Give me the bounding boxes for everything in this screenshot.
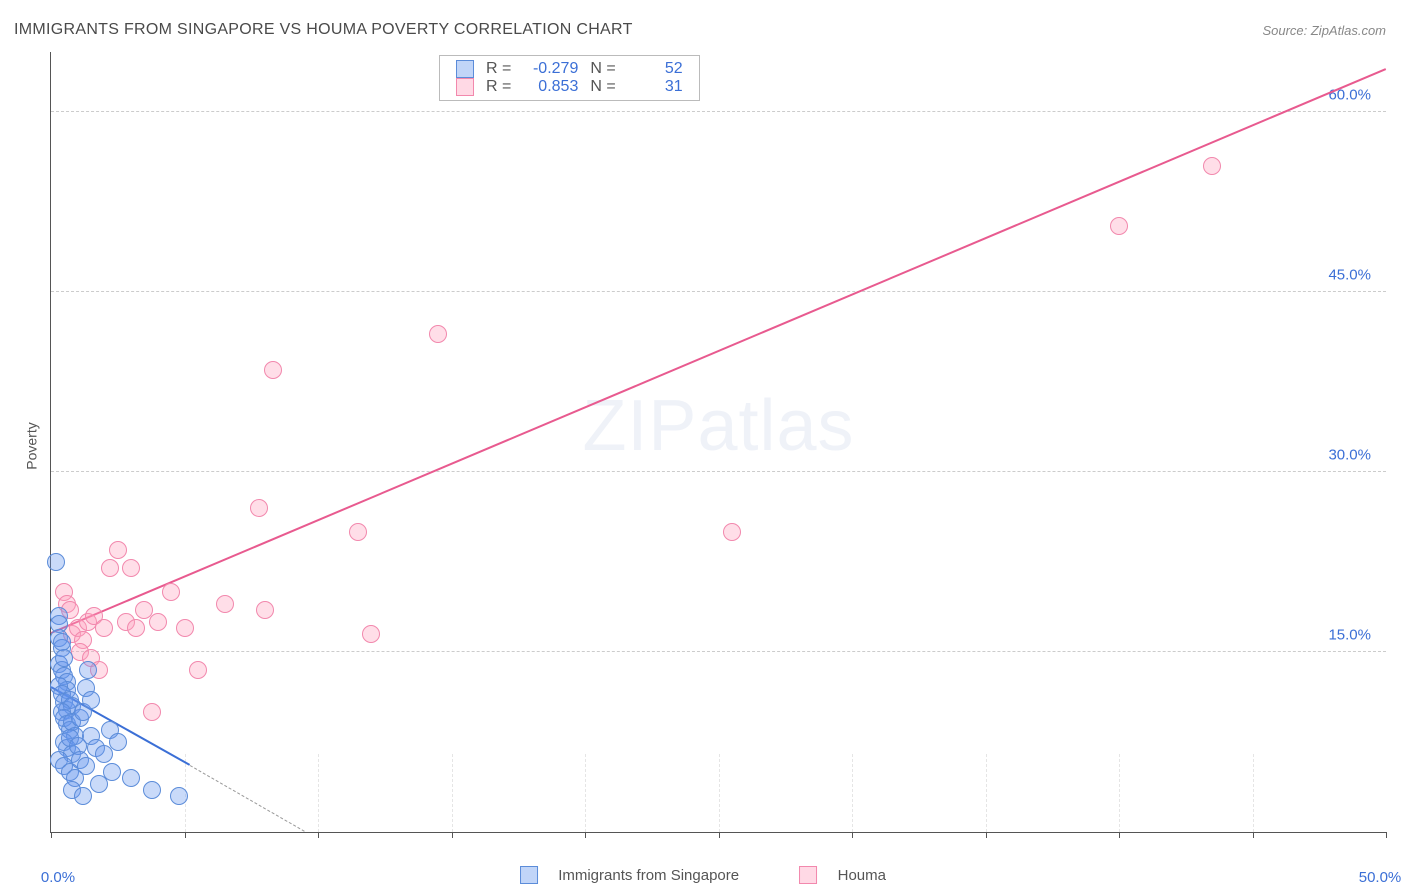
data-point [122, 769, 140, 787]
r-value-houma: 0.853 [523, 78, 578, 96]
legend-label-singapore: Immigrants from Singapore [558, 867, 739, 884]
gridline-v [585, 754, 586, 832]
data-point [77, 757, 95, 775]
legend-row-houma: R = 0.853 N = 31 [450, 78, 689, 96]
trendline [190, 765, 305, 832]
series-legend: Immigrants from Singapore Houma [512, 866, 894, 884]
data-point [122, 559, 140, 577]
data-point [162, 583, 180, 601]
plot-area: ZIPatlas R = -0.279 N = 52 R = 0.853 N =… [50, 52, 1386, 833]
x-axis-tick [585, 832, 586, 838]
data-point [149, 613, 167, 631]
legend-row-singapore: R = -0.279 N = 52 [450, 60, 689, 78]
data-point [189, 661, 207, 679]
gridline-v [719, 754, 720, 832]
n-label: N = [584, 60, 621, 78]
watermark-zip: ZIP [582, 386, 697, 466]
n-value-houma: 31 [628, 78, 683, 96]
gridline-v [1253, 754, 1254, 832]
x-axis-tick [1386, 832, 1387, 838]
data-point [362, 625, 380, 643]
watermark-atlas: atlas [697, 386, 854, 466]
data-point [127, 619, 145, 637]
x-axis-tick [452, 832, 453, 838]
x-tick-50: 50.0% [1359, 869, 1402, 886]
data-point [101, 559, 119, 577]
header: IMMIGRANTS FROM SINGAPORE VS HOUMA POVER… [0, 0, 1406, 50]
data-point [250, 499, 268, 517]
r-value-singapore: -0.279 [523, 60, 578, 78]
r-label: R = [480, 60, 517, 78]
data-point [82, 691, 100, 709]
data-point [95, 619, 113, 637]
data-point [47, 553, 65, 571]
data-point [216, 595, 234, 613]
gridline-h [51, 651, 1386, 652]
x-axis-tick [986, 832, 987, 838]
source-attribution: Source: ZipAtlas.com [1262, 23, 1386, 38]
x-axis-tick [318, 832, 319, 838]
y-tick-label: 45.0% [1328, 267, 1371, 284]
swatch-houma-icon [799, 866, 817, 884]
x-axis-tick [1253, 832, 1254, 838]
data-point [264, 361, 282, 379]
y-axis-label: Poverty [24, 422, 40, 469]
watermark: ZIPatlas [582, 385, 854, 467]
data-point [723, 523, 741, 541]
data-point [79, 661, 97, 679]
gridline-h [51, 111, 1386, 112]
x-tick-0: 0.0% [41, 869, 75, 886]
gridline-v [852, 754, 853, 832]
legend-label-houma: Houma [838, 867, 886, 884]
gridline-h [51, 471, 1386, 472]
data-point [176, 619, 194, 637]
gridline-v [318, 754, 319, 832]
x-axis-tick [852, 832, 853, 838]
data-point [103, 763, 121, 781]
data-point [1110, 217, 1128, 235]
n-label: N = [584, 78, 621, 96]
x-axis-tick [185, 832, 186, 838]
data-point [109, 541, 127, 559]
data-point [1203, 157, 1221, 175]
x-axis-tick [719, 832, 720, 838]
chart-title: IMMIGRANTS FROM SINGAPORE VS HOUMA POVER… [14, 21, 633, 39]
data-point [74, 787, 92, 805]
n-value-singapore: 52 [628, 60, 683, 78]
x-axis-tick [1119, 832, 1120, 838]
swatch-houma-icon [456, 78, 474, 96]
trendline [51, 68, 1387, 634]
r-label: R = [480, 78, 517, 96]
data-point [143, 703, 161, 721]
swatch-singapore-icon [520, 866, 538, 884]
gridline-v [452, 754, 453, 832]
correlation-legend: R = -0.279 N = 52 R = 0.853 N = 31 [439, 55, 700, 101]
y-tick-label: 15.0% [1328, 627, 1371, 644]
swatch-singapore-icon [456, 60, 474, 78]
y-tick-label: 30.0% [1328, 447, 1371, 464]
gridline-h [51, 291, 1386, 292]
data-point [429, 325, 447, 343]
x-axis-tick [51, 832, 52, 838]
data-point [109, 733, 127, 751]
data-point [349, 523, 367, 541]
data-point [256, 601, 274, 619]
gridline-v [986, 754, 987, 832]
data-point [170, 787, 188, 805]
gridline-v [1119, 754, 1120, 832]
data-point [143, 781, 161, 799]
data-point [55, 649, 73, 667]
